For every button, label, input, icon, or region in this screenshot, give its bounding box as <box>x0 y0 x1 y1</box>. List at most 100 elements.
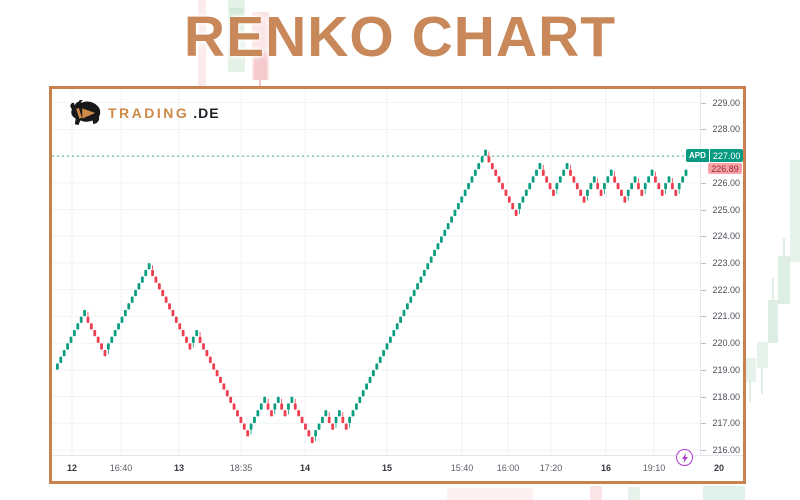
renko-brick <box>300 416 304 424</box>
price-axis-label: 218.00 <box>712 391 740 402</box>
renko-brick <box>246 430 250 437</box>
renko-brick <box>113 329 117 337</box>
renko-brick <box>83 309 86 317</box>
renko-brick <box>565 162 569 170</box>
renko-brick <box>164 296 168 303</box>
renko-brick <box>392 329 396 337</box>
renko-brick <box>623 196 627 203</box>
renko-brick <box>344 423 348 430</box>
renko-brick <box>100 343 103 350</box>
renko-brick <box>586 189 589 196</box>
renko-brick <box>62 349 66 357</box>
renko-brick <box>348 416 352 424</box>
renko-brick <box>168 303 171 310</box>
renko-brick <box>361 390 365 397</box>
time-axis-label: 19:10 <box>642 463 666 473</box>
time-axis-label: 14 <box>299 463 311 473</box>
renko-brick <box>368 376 372 383</box>
renko-brick <box>355 403 358 410</box>
time-axis-label: 16:00 <box>496 463 520 473</box>
renko-brick <box>253 416 256 424</box>
renko-brick <box>592 176 596 183</box>
renko-brick <box>208 356 212 363</box>
price-axis-tick <box>701 236 706 238</box>
renko-brick <box>501 182 504 190</box>
renko-brick <box>140 276 144 283</box>
renko-brick <box>283 410 287 417</box>
renko-brick <box>456 203 460 210</box>
renko-brick <box>490 162 494 170</box>
price-axis-tick <box>701 129 706 131</box>
renko-brick <box>677 182 681 190</box>
renko-brick <box>59 356 63 363</box>
renko-brick <box>684 169 688 176</box>
time-axis-label: 15:40 <box>450 463 474 473</box>
price-axis-label: 226.00 <box>712 177 740 188</box>
renko-brick <box>205 349 209 357</box>
brand-logo: TRADING .DE <box>66 100 220 126</box>
renko-brick <box>443 229 447 237</box>
renko-brick <box>664 182 668 190</box>
renko-brick <box>626 189 630 196</box>
price-axis-tick <box>701 316 706 318</box>
price-axis[interactable]: 229.00 228.00 227.00 226.00 225.00 224.00 223.… <box>700 89 744 455</box>
renko-brick <box>304 423 307 430</box>
renko-brick <box>266 403 270 410</box>
symbol-badge: APD <box>686 149 710 162</box>
renko-brick <box>86 316 90 323</box>
renko-brick <box>157 283 161 290</box>
renko-brick <box>249 423 253 430</box>
time-axis[interactable]: 12 16:40 13 18:35 14 15 15:40 16:00 17:20 16 19:10… <box>52 455 743 482</box>
renko-brick <box>647 176 651 183</box>
price-axis-tick <box>701 423 706 425</box>
renko-brick <box>178 323 182 330</box>
go-to-realtime-button[interactable] <box>676 449 693 466</box>
price-axis-tick <box>701 209 706 211</box>
renko-plot-area[interactable] <box>52 89 700 455</box>
renko-brick <box>202 343 205 350</box>
renko-brick <box>460 196 464 203</box>
renko-brick <box>106 343 110 350</box>
renko-brick <box>511 203 515 210</box>
renko-brick <box>358 396 362 404</box>
renko-brick <box>575 182 579 190</box>
price-axis-tick <box>701 262 706 264</box>
renko-brick <box>195 329 199 337</box>
time-axis-label: 16:40 <box>109 463 133 473</box>
renko-brick <box>123 309 127 317</box>
renko-brick <box>171 309 175 317</box>
price-axis-tick <box>701 449 706 451</box>
time-axis-label: 18:35 <box>229 463 253 473</box>
renko-brick <box>321 416 324 424</box>
price-tag-value: 227.00 <box>709 149 744 162</box>
renko-brick <box>514 209 518 216</box>
renko-brick <box>613 176 617 183</box>
renko-brick <box>276 396 280 404</box>
renko-brick <box>151 269 154 277</box>
renko-brick <box>273 403 277 410</box>
brand-tld: .DE <box>193 105 220 121</box>
last-price-tag: APD 227.00 <box>686 149 744 162</box>
renko-brick <box>531 176 535 183</box>
renko-brick <box>429 256 433 263</box>
renko-brick <box>541 169 545 176</box>
renko-brick <box>620 189 623 196</box>
renko-brick <box>545 176 549 183</box>
renko-brick <box>558 176 562 183</box>
renko-brick <box>259 403 263 410</box>
renko-brick <box>640 189 644 196</box>
renko-brick <box>477 162 481 170</box>
price-axis-tick <box>701 102 706 104</box>
renko-brick <box>453 209 457 216</box>
renko-brick <box>270 410 273 417</box>
renko-brick <box>637 182 640 190</box>
renko-brick <box>667 176 671 183</box>
renko-brick <box>293 403 297 410</box>
renko-brick <box>307 430 311 437</box>
renko-brick <box>579 189 583 196</box>
renko-brick <box>416 283 419 290</box>
renko-brick <box>317 423 321 430</box>
renko-brick <box>174 316 178 323</box>
price-axis-tick <box>701 289 706 291</box>
renko-brick <box>287 403 290 410</box>
